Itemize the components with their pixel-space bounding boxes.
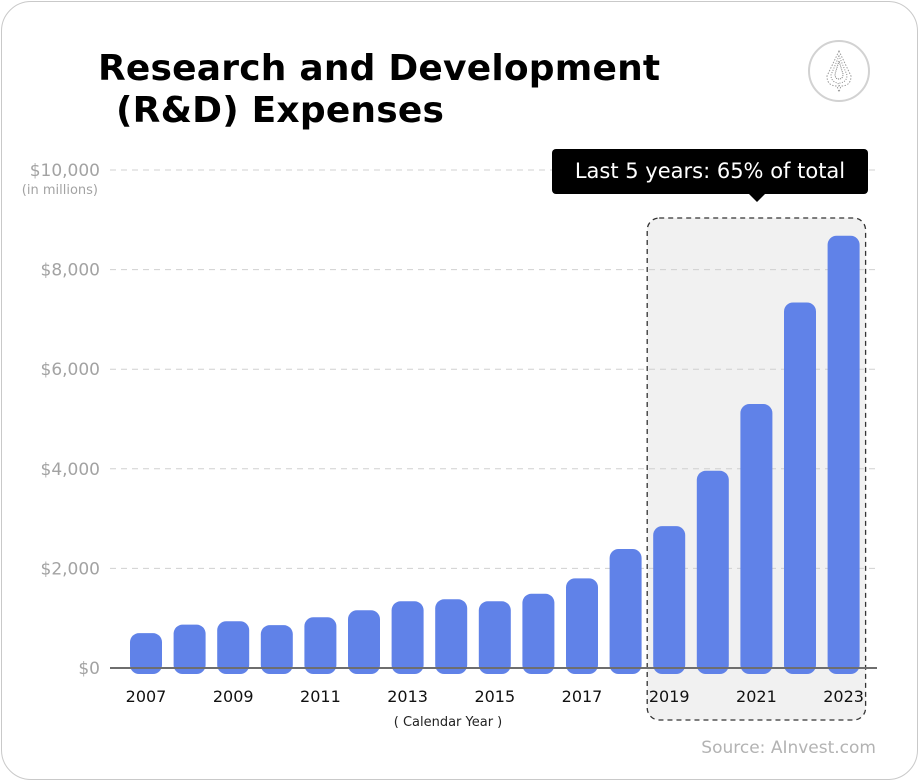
x-tick-label: 2019 bbox=[649, 687, 690, 706]
ainvest-logo-icon bbox=[808, 40, 870, 102]
x-tick-label: 2013 bbox=[387, 687, 428, 706]
x-axis-label: ( Calendar Year ) bbox=[394, 715, 503, 730]
bar-2009 bbox=[217, 621, 250, 674]
x-tick-label: 2021 bbox=[736, 687, 777, 706]
bar-2017 bbox=[566, 578, 598, 674]
bar-2013 bbox=[391, 601, 424, 674]
bar-2020 bbox=[696, 470, 729, 674]
y-tick-label: $8,000 bbox=[41, 261, 100, 281]
bar-2019 bbox=[653, 526, 686, 674]
chart-title-line-2: (R&D) Expenses bbox=[116, 90, 445, 131]
y-tick-label: $10,000 bbox=[30, 161, 100, 181]
bar-2021 bbox=[740, 404, 773, 674]
y-tick-label: $0 bbox=[78, 659, 100, 679]
y-tick-label: $2,000 bbox=[41, 559, 100, 579]
bar-2008 bbox=[173, 624, 206, 674]
x-tick-label: 2011 bbox=[300, 687, 341, 706]
chart-title-line-1: Research and Development bbox=[98, 48, 661, 89]
bar-2014 bbox=[435, 599, 468, 674]
bar-2012 bbox=[348, 610, 380, 674]
bar-2010 bbox=[260, 625, 293, 674]
y-axis-unit-label: (in millions) bbox=[22, 183, 98, 198]
x-tick-label: 2009 bbox=[213, 687, 254, 706]
bar-2018 bbox=[609, 548, 642, 674]
bar-2022 bbox=[784, 302, 816, 674]
y-tick-label: $6,000 bbox=[41, 360, 100, 380]
source-label: Source: AInvest.com bbox=[701, 738, 876, 758]
bar-2016 bbox=[522, 593, 555, 674]
x-tick-label: 2017 bbox=[562, 687, 603, 706]
chart-title: Research and Development (R&D) Expenses bbox=[98, 48, 660, 132]
bar-2023 bbox=[827, 235, 860, 674]
bar-2011 bbox=[304, 617, 337, 674]
x-tick-label: 2023 bbox=[823, 687, 864, 706]
callout-tooltip: Last 5 years: 65% of total bbox=[552, 149, 868, 202]
bar-2007 bbox=[130, 633, 162, 674]
x-tick-label: 2007 bbox=[126, 687, 167, 706]
x-tick-label: 2015 bbox=[474, 687, 515, 706]
bar-2015 bbox=[478, 601, 511, 674]
y-tick-label: $4,000 bbox=[41, 460, 100, 480]
